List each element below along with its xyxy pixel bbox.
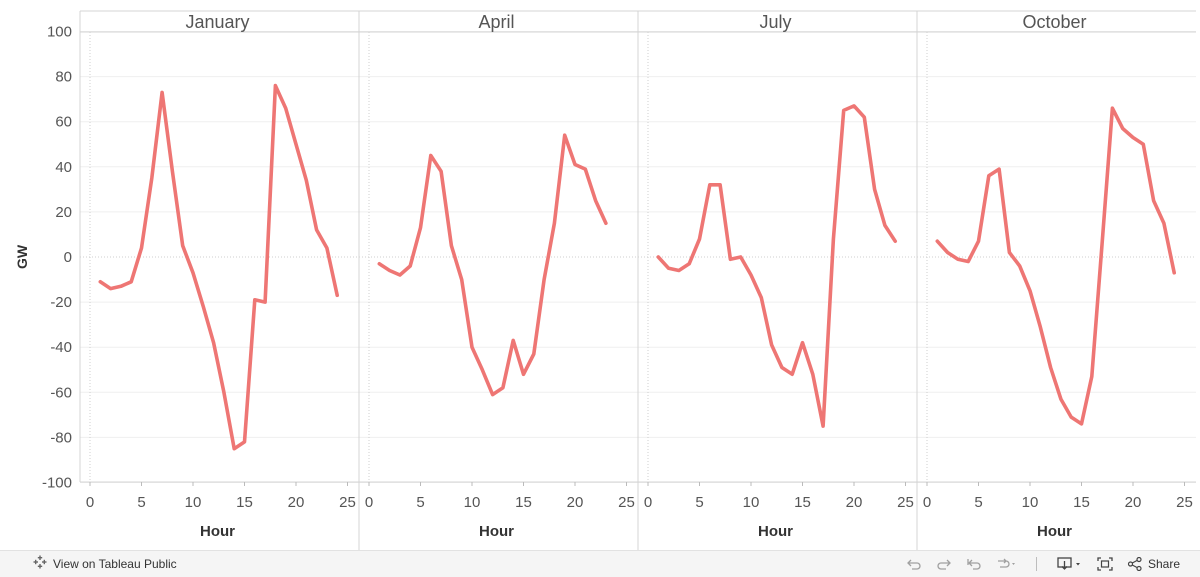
x-tick-label: 5 [695, 494, 703, 511]
view-on-tableau-label: View on Tableau Public [53, 557, 177, 571]
x-tick-label: 25 [618, 494, 635, 511]
undo-icon[interactable] [906, 557, 922, 571]
x-tick-label: 15 [515, 494, 532, 511]
series-line-october [935, 106, 1176, 426]
x-tick-label: 20 [567, 494, 584, 511]
y-tick-label: 60 [55, 114, 72, 131]
x-tick-label: 20 [1125, 494, 1142, 511]
share-label: Share [1147, 557, 1180, 571]
revert-icon[interactable] [966, 557, 982, 571]
series-line-july [656, 104, 898, 428]
y-tick-label: 100 [47, 24, 72, 41]
x-tick-label: 20 [846, 494, 863, 511]
x-tick-label: 10 [743, 494, 760, 511]
x-tick-label: 0 [923, 494, 931, 511]
redo-icon[interactable] [936, 557, 952, 571]
x-axis-title: Hour [1037, 523, 1072, 540]
tableau-toolbar: View on Tableau Public Share [0, 550, 1200, 577]
x-tick-label: 25 [339, 494, 356, 511]
x-axis-title: Hour [479, 523, 514, 540]
series-line-january [98, 83, 340, 451]
share-icon [1127, 557, 1142, 571]
frame-layer [79, 10, 1196, 550]
series-line-april [377, 133, 608, 397]
x-tick-label: 10 [464, 494, 481, 511]
x-axis-title: Hour [758, 523, 793, 540]
y-axis: 100 80 60 40 20 0 -20 -40 -60 -80 -100 GW [14, 24, 72, 492]
view-on-tableau-link[interactable]: View on Tableau Public [33, 555, 177, 574]
x-tick-label: 5 [974, 494, 982, 511]
panel-header-label: October [1022, 12, 1086, 32]
x-tick-label: 0 [86, 494, 94, 511]
y-tick-label: -80 [50, 429, 72, 446]
y-tick-label: 0 [64, 249, 72, 266]
x-tick-label: 5 [416, 494, 424, 511]
x-tick-label: 0 [365, 494, 373, 511]
x-tick-label: 5 [137, 494, 145, 511]
panel-header-label: April [478, 12, 514, 32]
toolbar-separator [1035, 557, 1037, 571]
x-tick-label: 0 [644, 494, 652, 511]
x-tick-label: 25 [1176, 494, 1193, 511]
x-axis-title: Hour [200, 523, 235, 540]
refresh-icon[interactable] [996, 557, 1018, 571]
x-tick-label: 20 [288, 494, 305, 511]
x-tick-label: 10 [1022, 494, 1039, 511]
x-tick-label: 15 [1073, 494, 1090, 511]
y-tick-label: 20 [55, 204, 72, 221]
x-axes: 0 5 10 15 20 25 Hour 0 5 10 15 20 25 Hour 0 5 10 15 20 25 Ho… [86, 482, 1193, 540]
faceted-line-chart: January April July October 100806040200-20-… [14, 10, 1196, 550]
y-tick-label: -40 [50, 339, 72, 356]
y-tick-label: 80 [55, 69, 72, 86]
y-tick-label: -100 [42, 475, 72, 492]
tableau-logo-icon [33, 555, 47, 574]
x-tick-label: 10 [185, 494, 202, 511]
y-axis-title: GW [14, 244, 30, 269]
download-icon[interactable] [1057, 557, 1083, 571]
y-tick-label: 40 [55, 159, 72, 176]
panel-header-label: July [759, 12, 791, 32]
series-lines [98, 83, 1176, 451]
y-tick-label: -60 [50, 384, 72, 401]
x-tick-label: 15 [236, 494, 253, 511]
x-tick-label: 25 [897, 494, 914, 511]
panel-header-label: January [185, 12, 249, 32]
y-tick-label: -20 [50, 294, 72, 311]
x-tick-label: 15 [794, 494, 811, 511]
share-button[interactable]: Share [1127, 557, 1180, 571]
panel-headers: January April July October [185, 12, 1086, 32]
fullscreen-icon[interactable] [1097, 557, 1113, 571]
